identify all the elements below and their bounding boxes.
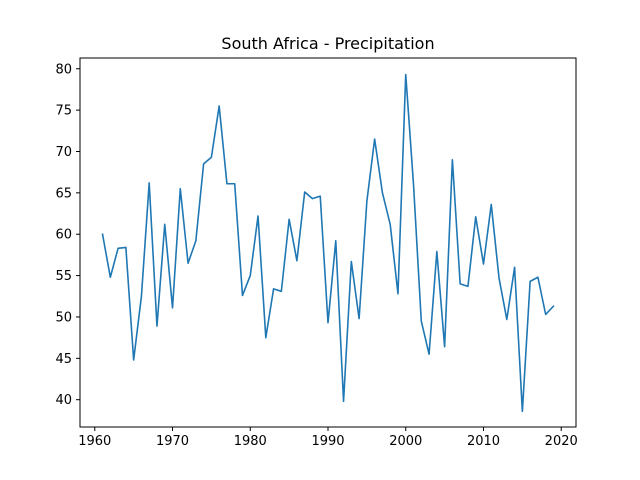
y-tick-label: 65 — [55, 186, 72, 201]
x-tick-label: 1970 — [156, 434, 189, 449]
y-tick-label: 55 — [55, 269, 72, 284]
y-tick-label: 80 — [55, 62, 72, 77]
series-line — [101, 73, 555, 413]
x-tick-label: 1960 — [78, 434, 111, 449]
axis-ticks: 1960 1970 1980 1990 2000 2010 2020 40 45 50 55 60 65… — [55, 62, 577, 449]
series-lines — [101, 73, 555, 413]
x-tick-label: 1990 — [311, 434, 344, 449]
chart-title: South Africa - Precipitation — [221, 34, 434, 53]
y-tick-label: 70 — [55, 145, 72, 160]
y-tick-label: 45 — [55, 352, 72, 367]
y-tick-label: 75 — [55, 104, 72, 119]
y-tick-label: 40 — [55, 393, 72, 408]
x-tick-label: 1980 — [234, 434, 267, 449]
x-tick-label: 2000 — [389, 434, 422, 449]
y-tick-label: 50 — [55, 310, 72, 325]
x-tick-label: 2010 — [467, 434, 500, 449]
y-tick-label: 60 — [55, 228, 72, 243]
plot-frame — [79, 57, 577, 428]
x-tick-label: 2020 — [545, 434, 578, 449]
